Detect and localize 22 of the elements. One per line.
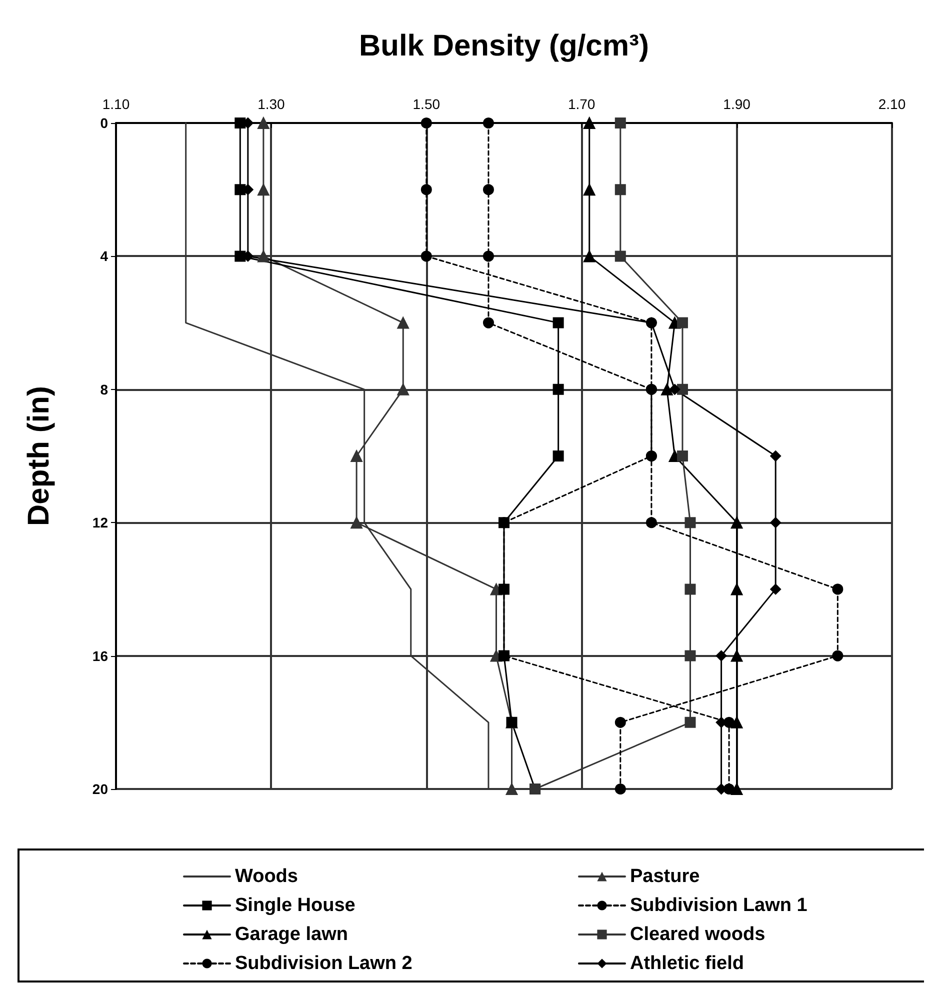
- legend-label: Athletic field: [630, 953, 744, 974]
- x-tick-label: 1.70: [568, 96, 596, 112]
- y-tick-label: 12: [92, 514, 108, 531]
- x-tick-label: 1.10: [102, 96, 130, 112]
- legend-label: Woods: [235, 866, 298, 887]
- legend-label: Subdivision Lawn 2: [235, 953, 412, 974]
- x-axis-title: Bulk Density (g/cm³): [358, 30, 650, 62]
- legend-label: Garage lawn: [235, 924, 348, 945]
- legend-label: Subdivision Lawn 1: [630, 895, 808, 916]
- y-tick-label: 20: [92, 781, 108, 797]
- legend-label: Single House: [235, 895, 356, 916]
- y-tick-label: 8: [100, 381, 108, 398]
- x-tick-label: 2.10: [878, 96, 906, 112]
- legend-label: Pasture: [630, 866, 700, 887]
- x-tick-label: 1.50: [412, 96, 440, 112]
- x-tick-label: 1.30: [258, 96, 286, 112]
- y-tick-label: 0: [100, 115, 108, 131]
- y-axis-title: Depth (in): [22, 386, 56, 526]
- x-tick-label: 1.90: [723, 96, 751, 112]
- y-tick-label: 4: [100, 248, 108, 264]
- y-tick-label: 16: [92, 648, 108, 664]
- legend-label: Cleared woods: [630, 924, 766, 945]
